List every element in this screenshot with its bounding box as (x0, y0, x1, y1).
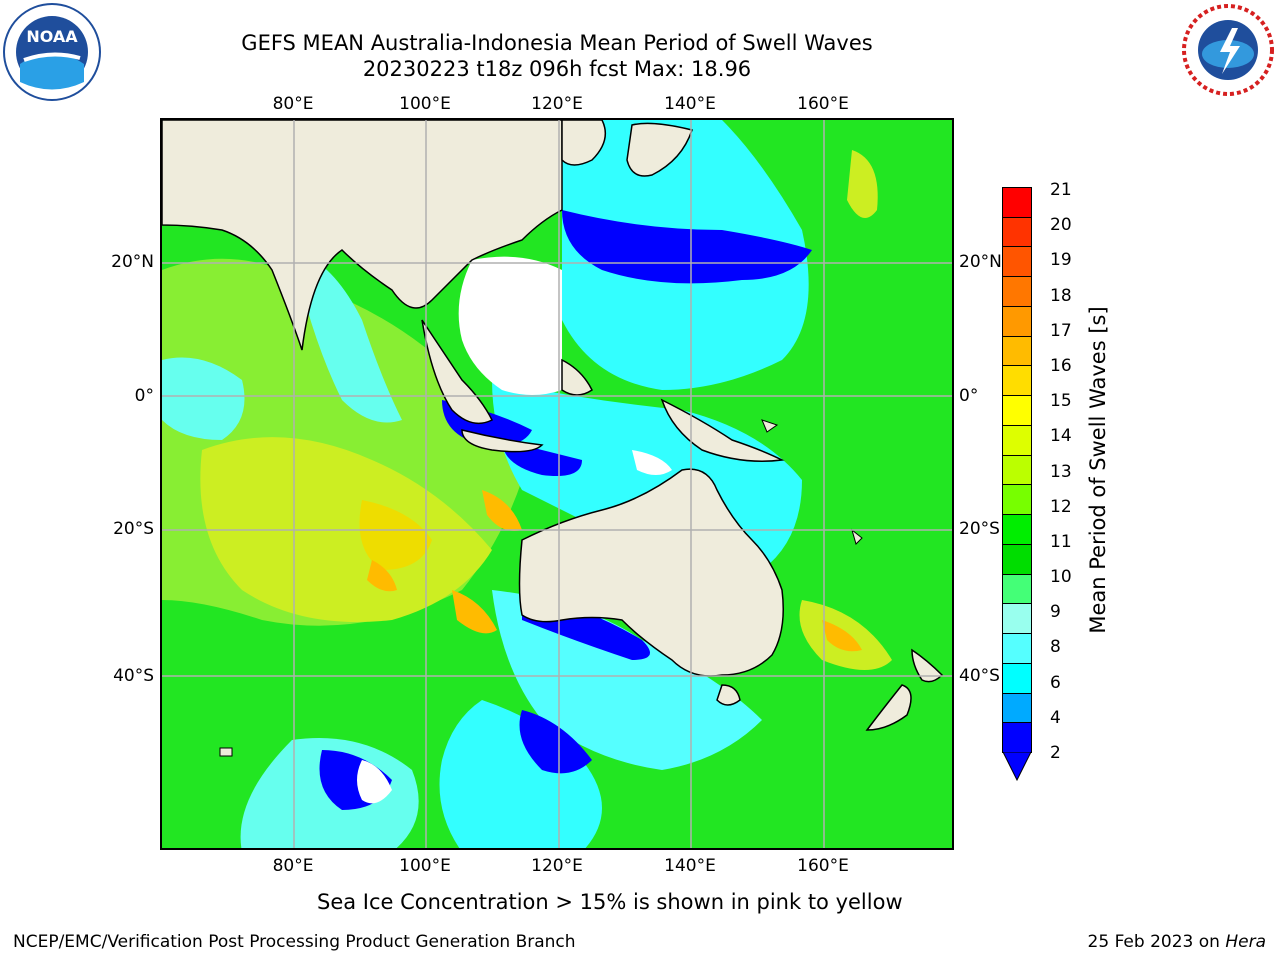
lat-tick-left-20n: 20°N (111, 252, 154, 272)
lat-tick-left-40s: 40°S (113, 666, 154, 686)
colorbar-segment (1002, 514, 1032, 545)
colorbar-segment (1002, 692, 1032, 724)
colorbar-segment (1002, 573, 1032, 605)
chart-title: GEFS MEAN Australia-Indonesia Mean Perio… (241, 31, 873, 55)
colorbar-segment (1002, 216, 1032, 248)
colorbar-tick-label: 13 (1050, 461, 1072, 482)
colorbar-segment (1002, 335, 1032, 367)
colorbar-label: Mean Period of Swell Waves [s] (1086, 306, 1110, 634)
colorbar-tick-label: 11 (1050, 531, 1072, 552)
lat-tick-left-0: 0° (134, 386, 154, 406)
lon-tick-top-160e: 160°E (797, 94, 849, 114)
colorbar-tick-label: 18 (1050, 285, 1072, 306)
colorbar-tick-label: 17 (1050, 320, 1072, 341)
colorbar-tick-label: 8 (1050, 637, 1061, 658)
colorbar-segment (1002, 424, 1032, 456)
colorbar-tick-label: 6 (1050, 672, 1061, 693)
colorbar-segment (1002, 603, 1032, 635)
colorbar-tick-label: 19 (1050, 250, 1072, 271)
svg-text:NOAA: NOAA (26, 27, 78, 46)
colorbar-segment (1002, 662, 1032, 694)
sea-ice-note: Sea Ice Concentration > 15% is shown in … (317, 890, 903, 914)
colorbar-segment (1002, 276, 1032, 307)
footer-branch: NCEP/EMC/Verification Post Processing Pr… (13, 932, 576, 952)
colorbar-tick-label: 20 (1050, 215, 1072, 236)
swell-period-map (160, 118, 954, 850)
colorbar-tick-label: 14 (1050, 426, 1072, 447)
colorbar-tick-label: 15 (1050, 391, 1072, 412)
colorbar-segment (1002, 246, 1032, 278)
colorbar-segment (1002, 484, 1032, 516)
lon-tick-bottom-80e: 80°E (272, 856, 314, 876)
colorbar-segment (1002, 305, 1032, 337)
lat-tick-right-20s: 20°S (959, 519, 1000, 539)
lon-tick-top-120e: 120°E (531, 94, 583, 114)
colorbar-segment (1002, 365, 1032, 397)
lon-tick-bottom-160e: 160°E (797, 856, 849, 876)
lon-tick-bottom-120e: 120°E (531, 856, 583, 876)
colorbar-tick-label: 2 (1050, 743, 1061, 763)
lat-tick-left-20s: 20°S (113, 519, 154, 539)
colorbar-tick-label: 16 (1050, 355, 1072, 376)
noaa-logo: NOAA (2, 2, 102, 102)
colorbar-segment (1002, 722, 1032, 753)
footer-date-text: 25 Feb 2023 on (1087, 932, 1226, 952)
lon-tick-bottom-100e: 100°E (399, 856, 451, 876)
map-canvas (162, 120, 952, 848)
footer-date: 25 Feb 2023 on Hera (1088, 932, 1266, 952)
colorbar-extend-triangle (1002, 752, 1032, 782)
colorbar-segment (1002, 633, 1032, 664)
chart-subtitle: 20230223 t18z 096h fcst Max: 18.96 (362, 57, 752, 81)
lat-tick-right-40s: 40°S (959, 666, 1000, 686)
lon-tick-bottom-140e: 140°E (664, 856, 716, 876)
colorbar-segment (1002, 454, 1032, 486)
colorbar-segment (1002, 187, 1032, 218)
lat-tick-right-20n: 20°N (959, 252, 1002, 272)
colorbar-segment (1002, 543, 1032, 575)
colorbar-tick-label: 9 (1050, 602, 1061, 623)
footer-host: Hera (1225, 932, 1266, 952)
national-weather-service-logo (1180, 2, 1276, 98)
colorbar-tick-label: 4 (1050, 707, 1061, 728)
colorbar-tick-label: 21 (1050, 180, 1072, 200)
colorbar-tick-label: 12 (1050, 496, 1072, 517)
lat-tick-right-0: 0° (959, 386, 979, 406)
lon-tick-top-140e: 140°E (664, 94, 716, 114)
colorbar-segment (1002, 395, 1032, 426)
colorbar-tick-label: 10 (1050, 567, 1072, 588)
lon-tick-top-100e: 100°E (399, 94, 451, 114)
lon-tick-top-80e: 80°E (272, 94, 314, 114)
